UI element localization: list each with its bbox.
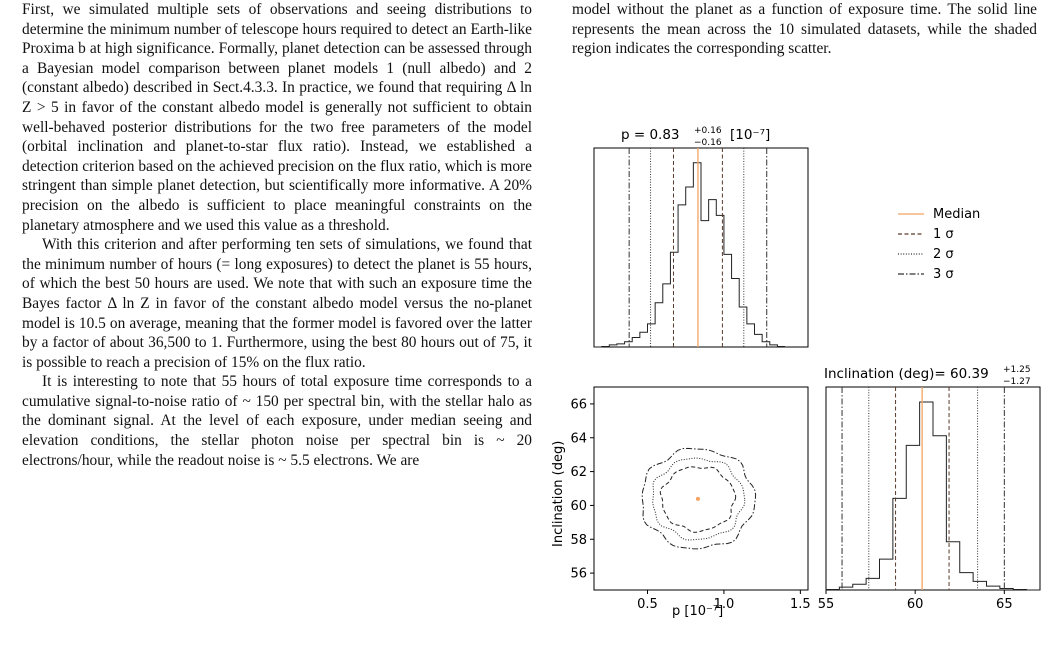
top-title: p = 0.83: [621, 127, 680, 143]
right-text-column: model without the planet as a function o…: [572, 0, 1037, 59]
y-axis-label: Inclination (deg): [551, 441, 566, 547]
inc-hist-step: [825, 401, 1040, 591]
top-title-sub: −0.16: [694, 138, 722, 148]
axes: 0.5 1.0 1.5 56 58 60 62 64 66 55 60 65: [570, 397, 1012, 612]
legend: Median 1 σ 2 σ 3 σ: [898, 207, 980, 282]
inclination-histogram: [825, 387, 1040, 591]
top-title-sup: +0.16: [694, 126, 722, 136]
p-xtick-label-0: 0.5: [637, 597, 658, 612]
paragraph-1: First, we simulated multiple sets of obs…: [22, 1, 532, 234]
p-hist-step: [594, 162, 786, 348]
top-histogram: [594, 148, 786, 348]
legend-2sigma-label: 2 σ: [933, 247, 954, 262]
paragraph-2: With this criterion and after performing…: [22, 236, 532, 371]
legend-median-label: Median: [933, 207, 980, 222]
inc-xtick-label-2: 65: [996, 597, 1013, 612]
contour-plot: [641, 447, 757, 550]
figure-caption-tail: model without the planet as a function o…: [572, 1, 1037, 58]
contour-1sigma: [659, 466, 737, 533]
inc-ytick-label-3: 62: [570, 465, 587, 480]
inc-ytick-label-4: 64: [570, 431, 587, 446]
corner-plot-svg: p = 0.83 +0.16 −0.16 [10⁻⁷] Median 1 σ 2…: [551, 126, 1041, 619]
corner-plot-figure: p = 0.83 +0.16 −0.16 [10⁻⁷] Median 1 σ 2…: [548, 122, 1048, 632]
right-title: Inclination (deg)= 60.39: [824, 366, 989, 382]
left-text-column: First, we simulated multiple sets of obs…: [22, 0, 532, 470]
inc-ytick-label-1: 58: [570, 533, 587, 548]
p-xtick-label-1: 1.0: [714, 597, 735, 612]
inc-xtick-label-1: 60: [907, 597, 924, 612]
top-panel-frame: [593, 147, 809, 348]
contour-panel-frame: [593, 386, 809, 591]
right-panel-frame: [825, 386, 1041, 591]
right-title-sub: −1.27: [1003, 377, 1031, 387]
inc-ytick-label-0: 56: [570, 567, 587, 582]
top-title-unit: [10⁻⁷]: [730, 127, 770, 143]
legend-3sigma-label: 3 σ: [933, 267, 954, 282]
legend-1sigma-label: 1 σ: [933, 227, 954, 242]
p-xtick-label-2: 1.5: [790, 597, 811, 612]
inc-xtick-label-0: 55: [818, 597, 835, 612]
paragraph-3: It is interesting to note that 55 hours …: [22, 373, 532, 469]
inc-ytick-label-2: 60: [570, 499, 587, 514]
contour-3sigma: [641, 447, 757, 550]
x-axis-label: p [10⁻⁷]: [672, 604, 723, 619]
right-title-sup: +1.25: [1003, 365, 1031, 375]
inc-ytick-label-5: 66: [570, 397, 587, 412]
contour-median-point: [695, 496, 700, 501]
